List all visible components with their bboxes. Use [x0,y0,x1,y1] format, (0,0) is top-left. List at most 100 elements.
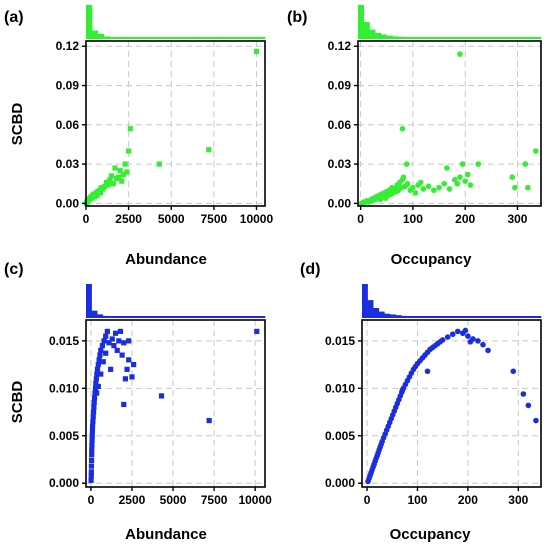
data-point [97,187,103,193]
data-point [98,371,104,377]
data-point [533,417,539,424]
data-point [102,183,108,189]
histogram-bar [211,37,218,39]
histogram-bar [426,37,433,39]
data-point [467,182,474,188]
histogram-bar [362,284,368,318]
data-point [510,368,517,375]
histogram-bar [163,37,170,39]
data-point [94,192,100,199]
data-point [114,347,120,353]
histogram-bar [513,316,519,318]
data-point [122,376,129,382]
data-point [124,366,130,372]
panel-b: 0 100 200 300 0.00 0.03 0.06 0.09 0.12 (b) Occupan… [287,5,542,268]
histogram-bar [495,37,502,39]
histogram-bar [214,316,221,318]
histogram-bar [139,37,146,39]
scatter-points [365,327,539,485]
histogram-bar [197,316,204,318]
histogram-bar [367,300,374,318]
histogram-bar [392,36,399,39]
data-point [206,417,212,424]
histogram-bar [478,37,485,39]
histogram-bar [259,37,266,39]
histogram-bar [479,316,486,318]
data-point [475,338,481,344]
histogram-bar [455,37,462,39]
data-point [485,347,491,354]
data-point [532,148,539,154]
data-point [121,401,127,408]
histogram-bar [457,316,463,318]
plot-frame [357,40,542,207]
histogram-bar [186,316,193,318]
histogram-bar [205,37,212,39]
data-point [100,359,106,365]
panel-label: (a) [4,9,24,26]
histogram-bar [485,316,491,318]
data-point [439,337,446,343]
data-point [126,338,132,344]
histogram-bar [490,316,497,318]
data-point [457,174,463,180]
data-point [522,161,529,167]
y-tick-label: 0.06 [328,118,352,132]
data-point [108,366,114,372]
data-point [420,186,427,192]
histogram-bar [406,316,413,318]
histogram-bar [121,37,129,39]
data-point [89,442,95,448]
x-axis-label: Occupancy [390,526,472,543]
x-axis-label: Abundance [125,251,207,268]
histogram-bar [231,316,238,318]
data-point [457,51,463,57]
histogram-bar [153,316,160,318]
x-axis-label: Abundance [125,526,207,543]
histogram-bar [443,37,450,39]
scatter-points [358,51,539,207]
y-tick-label: 0.06 [56,118,80,132]
histogram-bar [181,316,187,318]
histogram-bar [181,37,188,39]
histogram-bar [501,316,508,318]
data-point [412,190,419,196]
data-point [124,169,130,175]
data-point [106,340,112,346]
histogram-bar [130,316,137,318]
histogram-bar [451,316,458,318]
histogram-bar [86,284,92,318]
y-tick-label: 0.00 [328,196,352,210]
data-point [91,399,97,406]
data-point [156,161,162,167]
histogram-bar [473,316,480,318]
histogram-bar [141,316,148,318]
data-point [462,327,469,334]
histogram-bar [535,37,542,39]
histogram-bar [237,316,243,318]
data-point [103,179,110,186]
panel-c: 0 2500 5000 7500 10000 0.000 0.005 0.010 0.015 (c… [4,261,272,543]
histogram-bar [209,316,215,318]
x-tick-label: 200 [458,493,478,507]
data-point [93,380,99,387]
data-point [119,352,125,358]
histogram-bar [103,36,111,39]
y-tick-label: 0.09 [56,79,80,93]
panel-d: 0 100 200 300 0.000 0.005 0.010 0.015 (d) Occupan… [300,261,542,543]
data-point [108,173,115,179]
x-tick-label: 7500 [201,212,228,226]
y-tick-label: 0.000 [325,476,355,490]
y-tick-label: 0.015 [49,334,79,348]
data-point [90,414,96,420]
data-point [92,385,99,391]
histogram-bar [524,316,531,318]
scatter-points [83,48,260,206]
x-tick-label: 200 [455,212,475,226]
data-point [97,352,103,358]
data-point [94,371,100,377]
histogram-bar [440,316,447,318]
histogram-bar [529,37,536,39]
histogram-bar [127,37,135,39]
histogram-bar [409,37,416,39]
